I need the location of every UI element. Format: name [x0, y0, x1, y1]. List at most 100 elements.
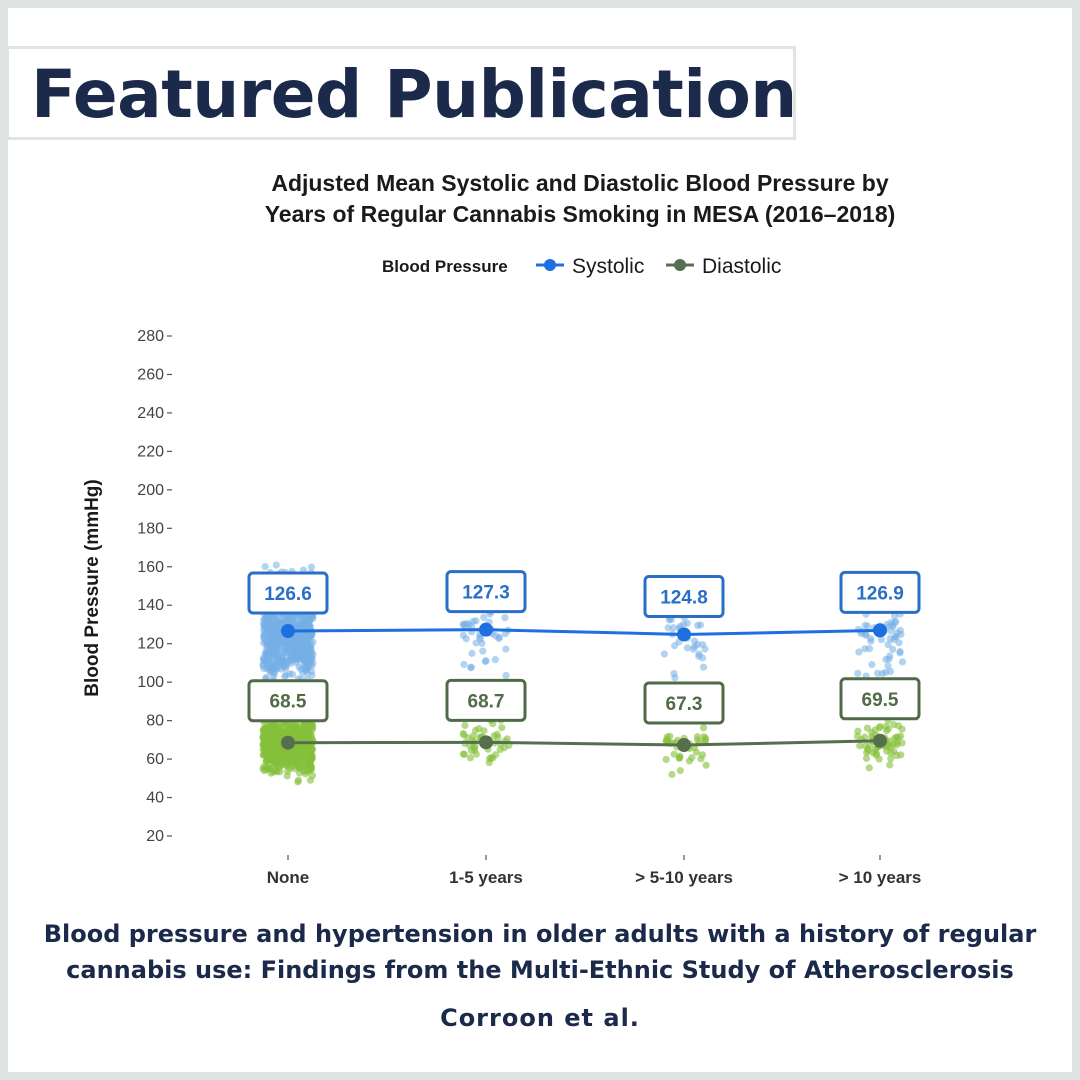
systolic-observation	[896, 626, 904, 634]
diastolic-observation	[264, 736, 272, 744]
diastolic-observation	[259, 745, 267, 754]
diastolic-observation	[693, 733, 702, 741]
diastolic-observation	[260, 762, 268, 771]
systolic-data-label: 124.8	[660, 587, 708, 608]
systolic-data-label: 126.9	[856, 583, 904, 604]
y-tick-label: 40	[146, 790, 164, 807]
systolic-observation	[670, 669, 678, 678]
systolic-data-label: 127.3	[462, 583, 510, 604]
diastolic-observation	[676, 754, 684, 762]
x-tick-label: None	[267, 868, 310, 887]
diastolic-observation	[676, 766, 684, 775]
legend-title: Blood Pressure	[382, 257, 508, 276]
systolic-point	[281, 624, 295, 638]
diastolic-observation	[872, 749, 880, 757]
systolic-observation	[867, 637, 875, 645]
diastolic-observation	[865, 764, 873, 772]
page-title: Featured Publication	[31, 56, 797, 133]
x-tick-label: > 10 years	[839, 868, 922, 887]
diastolic-observation	[668, 770, 676, 779]
diastolic-observation	[882, 747, 891, 755]
y-tick-label: 120	[137, 636, 164, 653]
systolic-observation	[272, 561, 280, 569]
systolic-observation	[309, 638, 317, 646]
systolic-observation	[302, 648, 310, 656]
y-axis-label: Blood Pressure (mmHg)	[82, 479, 103, 696]
systolic-observation	[495, 633, 503, 641]
legend-systolic-marker	[544, 259, 556, 271]
systolic-observation	[683, 644, 692, 652]
diastolic-observation	[286, 755, 294, 763]
systolic-observation	[288, 670, 297, 678]
diastolic-point	[479, 735, 493, 750]
systolic-observation	[270, 662, 279, 670]
publication-title: Blood pressure and hypertension in older…	[0, 916, 1080, 988]
diastolic-observation	[460, 731, 468, 739]
systolic-observation	[855, 648, 863, 656]
diastolic-observation	[283, 772, 291, 780]
systolic-observation	[476, 635, 484, 643]
diastolic-observation	[886, 761, 894, 769]
diastolic-observation	[299, 753, 307, 761]
y-tick-label: 20	[146, 828, 164, 845]
systolic-observation	[278, 665, 286, 673]
diastolic-data-label: 68.5	[270, 692, 307, 713]
y-tick-label: 180	[137, 520, 164, 537]
systolic-observation	[698, 654, 707, 662]
diastolic-observation	[493, 730, 501, 738]
diastolic-observation	[301, 759, 309, 767]
systolic-observation	[263, 640, 271, 649]
diastolic-observation	[306, 776, 314, 784]
y-tick-label: 80	[146, 713, 164, 730]
systolic-observation	[460, 660, 468, 669]
diastolic-observation	[893, 751, 901, 760]
y-tick-label: 260	[137, 366, 164, 383]
systolic-observation	[660, 650, 668, 658]
diastolic-observation	[275, 763, 283, 772]
systolic-observation	[462, 635, 470, 643]
systolic-point	[479, 622, 493, 637]
data-labels: 126.6 127.3 124.8 126.9 68.5 68.7 67.3 69.5	[247, 570, 921, 725]
systolic-observation	[268, 634, 277, 642]
systolic-observation	[877, 635, 886, 644]
systolic-observation	[479, 647, 487, 655]
diastolic-observation	[861, 733, 869, 741]
systolic-observation	[699, 663, 708, 671]
publication-info: Blood pressure and hypertension in older…	[0, 916, 1080, 1032]
systolic-observation	[664, 624, 672, 632]
systolic-observation	[283, 639, 291, 648]
series-lines	[281, 622, 887, 753]
diastolic-observation	[260, 751, 268, 759]
systolic-observation	[467, 663, 475, 671]
publication-authors: Corroon et al.	[440, 1004, 640, 1032]
diastolic-observation	[701, 734, 710, 742]
systolic-observation	[262, 629, 270, 637]
y-tick-label: 240	[137, 405, 164, 422]
diastolic-observation	[460, 750, 468, 759]
systolic-observation	[263, 664, 271, 672]
diastolic-observation	[702, 761, 710, 769]
systolic-observation	[491, 656, 499, 664]
systolic-observation	[308, 671, 316, 679]
y-tick-label: 100	[137, 674, 164, 691]
systolic-observation	[268, 668, 276, 677]
diastolic-observation	[308, 754, 316, 763]
systolic-observation	[502, 671, 510, 680]
header-banner: Featured Publication	[6, 46, 797, 140]
legend-systolic-label: Systolic	[572, 255, 644, 278]
systolic-observation	[502, 645, 510, 653]
systolic-label-box	[445, 570, 527, 614]
diastolic-observation	[461, 721, 469, 729]
diastolic-data-label: 68.7	[468, 691, 505, 712]
diastolic-point	[281, 735, 295, 750]
systolic-observation	[261, 562, 269, 571]
systolic-observation	[278, 652, 286, 661]
systolic-observation	[261, 623, 269, 631]
diastolic-observation	[305, 732, 313, 741]
diastolic-observation	[876, 723, 884, 731]
systolic-observation	[886, 667, 895, 676]
diastolic-observation	[662, 755, 670, 764]
raw-observations	[259, 561, 907, 786]
y-tick-label: 60	[146, 751, 164, 768]
systolic-observation	[295, 621, 303, 630]
